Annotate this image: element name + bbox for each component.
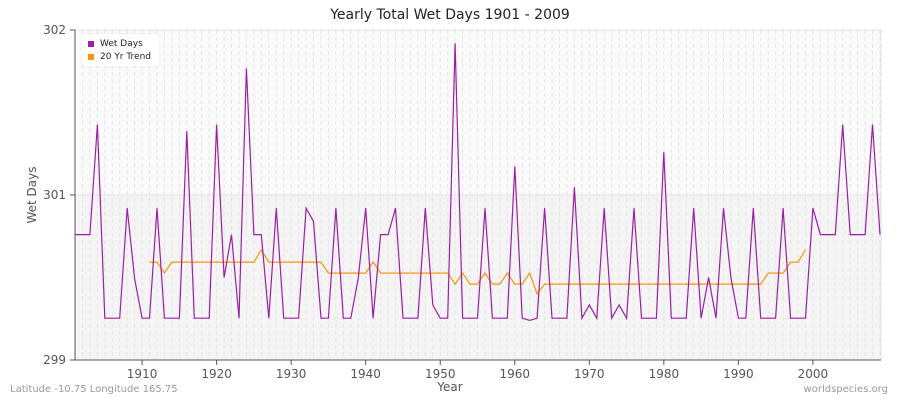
- legend-label: 20 Yr Trend: [100, 51, 152, 62]
- legend-swatch-purple: [88, 40, 94, 47]
- trend-line: [149, 248, 807, 296]
- svg-text:1950: 1950: [425, 367, 456, 381]
- svg-text:1910: 1910: [127, 367, 158, 381]
- svg-text:1930: 1930: [276, 367, 307, 381]
- x-axis-ticks: 1910 1920 1930 1940 1950 1960 1970 1980 1990 2000: [127, 360, 828, 381]
- svg-text:301: 301: [43, 188, 66, 202]
- legend-item-trend: 20 Yr Trend: [88, 50, 151, 63]
- chart-title: Yearly Total Wet Days 1901 - 2009: [330, 7, 570, 23]
- source-caption: worldspecies.org: [803, 384, 888, 395]
- wet-days-line: [75, 43, 881, 322]
- svg-text:1990: 1990: [723, 367, 754, 381]
- location-caption: Latitude -10.75 Longitude 165.75: [10, 384, 178, 395]
- svg-text:2000: 2000: [798, 367, 829, 381]
- legend-item-wet-days: Wet Days: [88, 37, 151, 50]
- x-axis-label: Year: [437, 380, 463, 394]
- legend-swatch-orange: [88, 53, 94, 60]
- svg-text:1940: 1940: [350, 367, 381, 381]
- legend: Wet Days 20 Yr Trend: [82, 34, 160, 66]
- y-axis-label: Wet Days: [25, 166, 39, 224]
- svg-text:299: 299: [43, 353, 66, 367]
- svg-text:1970: 1970: [574, 367, 605, 381]
- svg-text:1980: 1980: [649, 367, 680, 381]
- legend-label: Wet Days: [100, 38, 143, 49]
- svg-text:1960: 1960: [499, 367, 530, 381]
- svg-text:1920: 1920: [201, 367, 232, 381]
- y-axis-ticks: 302 301 299: [43, 23, 75, 367]
- svg-text:302: 302: [43, 23, 66, 37]
